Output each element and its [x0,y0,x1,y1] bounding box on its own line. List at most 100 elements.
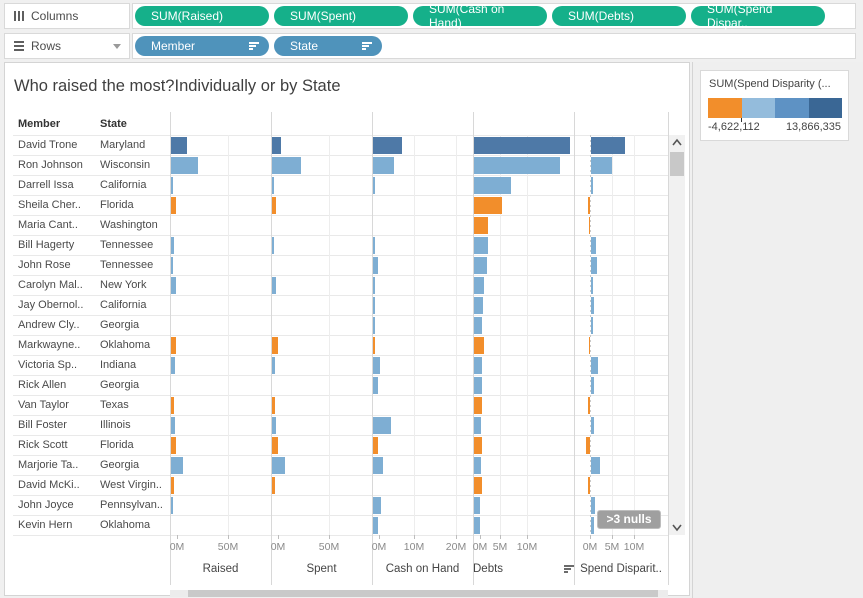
bar-disparity[interactable] [588,216,590,234]
bar-raised[interactable] [171,496,173,514]
bar-disparity[interactable] [591,456,600,474]
state-cell[interactable]: Pennsylvan.. [100,499,163,511]
bar-debts[interactable] [474,496,481,514]
member-cell[interactable]: Marjorie Ta.. [18,459,79,471]
bar-spent[interactable] [272,416,276,434]
color-legend-card[interactable]: SUM(Spend Disparity (... -4,622,112 13,8… [700,70,849,141]
bar-spent[interactable] [272,236,275,254]
bar-debts[interactable] [474,396,482,414]
pill-member[interactable]: Member [135,36,269,56]
bar-spent[interactable] [272,136,282,154]
state-cell[interactable]: Illinois [100,419,131,431]
state-cell[interactable]: Oklahoma [100,519,151,531]
pill-sum-cash-on-hand-[interactable]: SUM(Cash on Hand) [413,2,547,30]
bar-raised[interactable] [171,176,173,194]
member-cell[interactable]: David Trone [18,139,78,151]
state-cell[interactable]: Florida [100,199,134,211]
pill-sum-raised-[interactable]: SUM(Raised) [135,6,269,26]
columns-shelf-label[interactable]: Columns [4,3,130,29]
chevron-down-icon[interactable] [113,43,121,49]
state-cell[interactable]: Florida [100,439,134,451]
member-cell[interactable]: David McKi.. [18,479,80,491]
bar-spent[interactable] [272,336,278,354]
bar-raised[interactable] [171,276,176,294]
state-cell[interactable]: West Virgin.. [100,479,162,491]
member-cell[interactable]: Markwayne.. [18,339,81,351]
bar-debts[interactable] [474,476,482,494]
bar-debts[interactable] [474,256,488,274]
scroll-down-button[interactable] [669,520,685,535]
bar-debts[interactable] [474,236,489,254]
member-cell[interactable]: Darrell Issa [18,179,74,191]
state-cell[interactable]: Indiana [100,359,137,371]
member-cell[interactable]: Ron Johnson [18,159,83,171]
bar-cash[interactable] [373,156,394,174]
member-cell[interactable]: Sheila Cher.. [18,199,81,211]
bar-debts[interactable] [474,296,483,314]
member-cell[interactable]: Van Taylor [18,399,69,411]
member-cell[interactable]: Jay Obernol.. [18,299,84,311]
bar-disparity[interactable] [591,236,596,254]
bar-cash[interactable] [373,236,375,254]
member-cell[interactable]: Bill Foster [18,419,67,431]
scrollbar-thumb[interactable] [670,152,684,176]
bar-disparity[interactable] [588,476,590,494]
bar-disparity[interactable] [591,156,613,174]
bar-cash[interactable] [373,416,392,434]
bar-disparity[interactable] [591,296,595,314]
bar-raised[interactable] [171,136,188,154]
member-cell[interactable]: John Rose [18,259,71,271]
pill-state[interactable]: State [274,36,382,56]
rows-shelf-label[interactable]: Rows [4,33,130,59]
bar-raised[interactable] [171,196,176,214]
null-indicator-badge[interactable]: >3 nulls [597,510,661,529]
bar-debts[interactable] [474,156,560,174]
bar-debts[interactable] [474,316,482,334]
pill-sum-spent-[interactable]: SUM(Spent) [274,6,408,26]
bar-cash[interactable] [373,356,381,374]
bar-raised[interactable] [171,256,173,274]
bar-debts[interactable] [474,436,482,454]
pill-sum-spend-dispar--[interactable]: SUM(Spend Dispar.. [691,2,825,30]
bar-raised[interactable] [171,156,199,174]
state-cell[interactable]: Washington [100,219,158,231]
bar-spent[interactable] [272,196,277,214]
bar-disparity[interactable] [591,516,595,534]
state-cell[interactable]: Georgia [100,319,140,331]
bar-debts[interactable] [474,216,489,234]
bar-cash[interactable] [373,496,381,514]
bar-debts[interactable] [474,356,483,374]
bar-disparity[interactable] [588,396,590,414]
member-cell[interactable]: Carolyn Mal.. [18,279,83,291]
state-cell[interactable]: Tennessee [100,259,154,271]
bar-cash[interactable] [373,136,402,154]
bar-disparity[interactable] [591,496,595,514]
pill-sum-debts-[interactable]: SUM(Debts) [552,6,686,26]
member-cell[interactable]: Rick Scott [18,439,68,451]
bar-spent[interactable] [272,436,278,454]
rows-shelf[interactable]: Member State [132,33,856,59]
state-cell[interactable]: New York [100,279,147,291]
bar-raised[interactable] [171,416,176,434]
column-header-member[interactable]: Member [18,118,61,130]
column-header-state[interactable]: State [100,118,127,130]
bar-spent[interactable] [272,276,277,294]
bar-raised[interactable] [171,476,174,494]
bar-spent[interactable] [272,396,275,414]
bar-cash[interactable] [373,456,383,474]
bar-disparity[interactable] [591,136,625,154]
bar-disparity[interactable] [588,196,590,214]
bar-debts[interactable] [474,336,484,354]
bar-raised[interactable] [171,436,176,454]
bar-spent[interactable] [272,456,285,474]
member-cell[interactable]: Andrew Cly.. [18,319,80,331]
bar-cash[interactable] [373,336,375,354]
state-cell[interactable]: California [100,179,147,191]
state-cell[interactable]: Texas [100,399,129,411]
bar-cash[interactable] [373,296,375,314]
bar-disparity[interactable] [591,376,595,394]
vertical-scrollbar[interactable] [669,135,685,535]
bar-disparity[interactable] [591,316,593,334]
bar-debts[interactable] [474,136,571,154]
bar-raised[interactable] [171,356,176,374]
